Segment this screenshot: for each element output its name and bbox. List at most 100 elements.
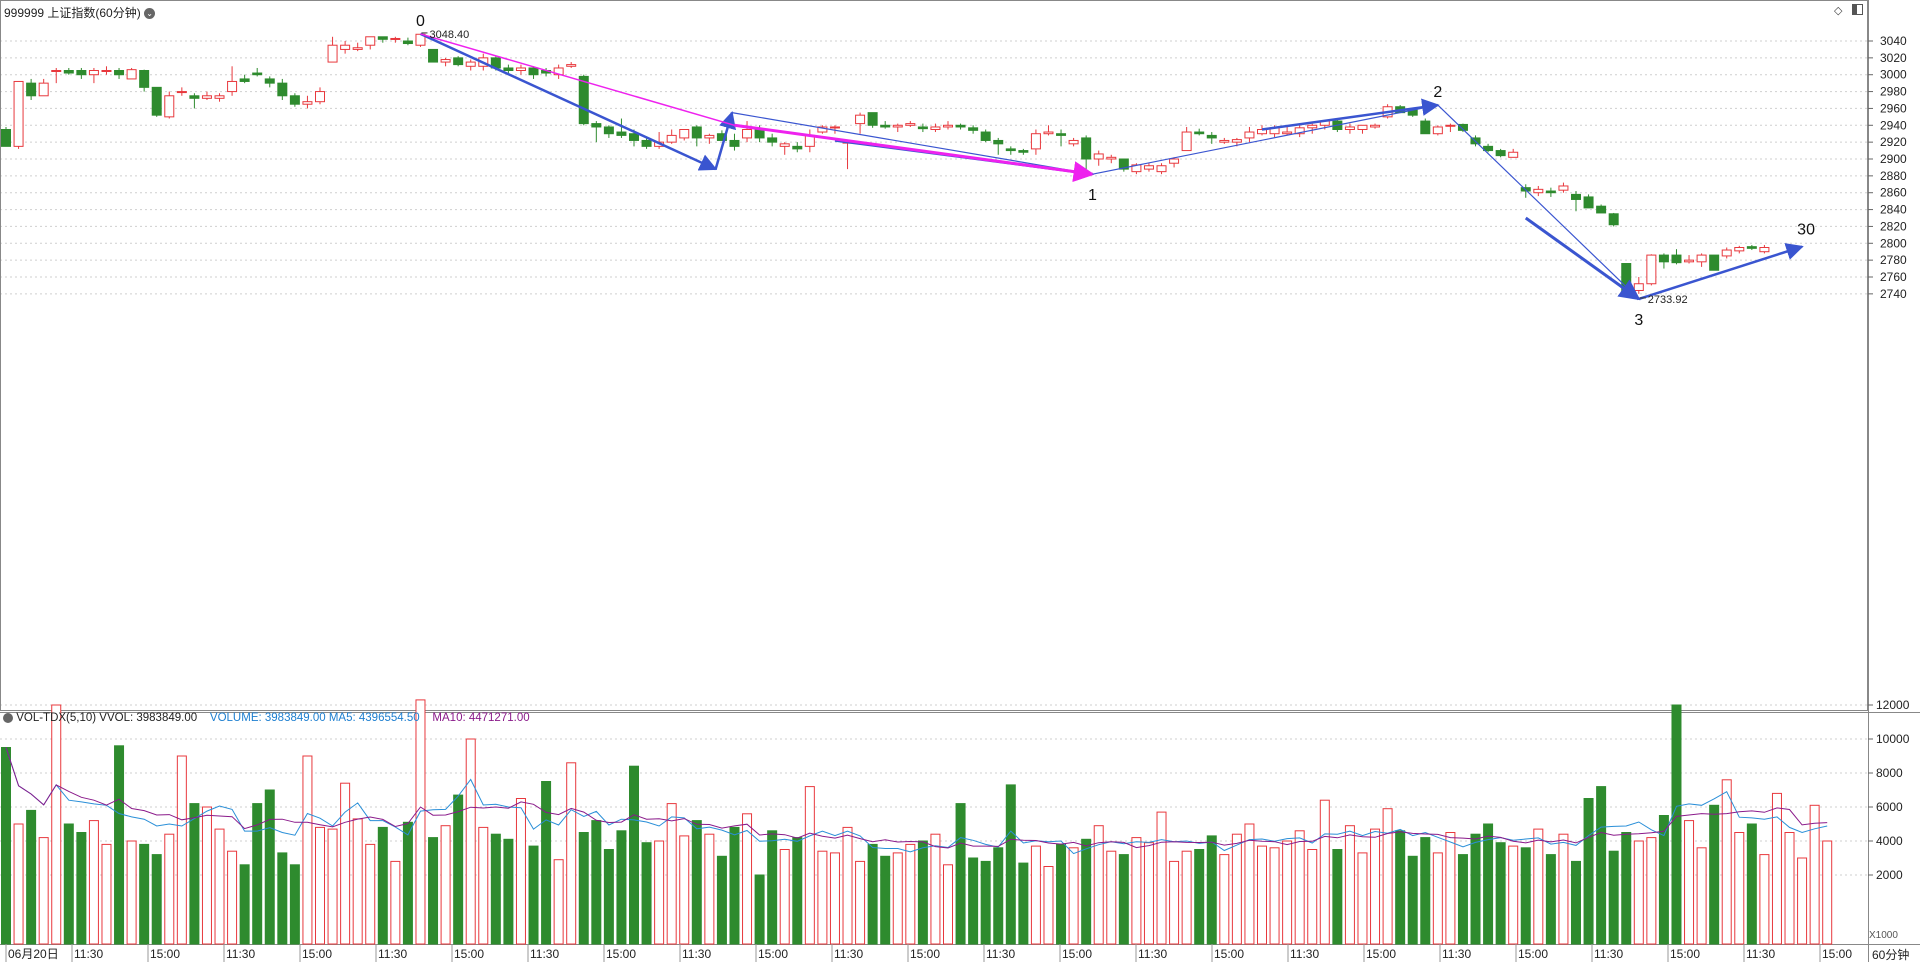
candle[interactable] <box>515 64 526 75</box>
period-button[interactable]: 60分钟 <box>1872 948 1910 962</box>
candle[interactable] <box>164 91 175 119</box>
candle[interactable] <box>1596 204 1607 214</box>
candle[interactable] <box>1219 137 1230 144</box>
candle[interactable] <box>955 123 966 130</box>
candle[interactable] <box>239 74 250 84</box>
candle[interactable] <box>1081 135 1092 176</box>
candle[interactable] <box>716 130 727 141</box>
candle[interactable] <box>666 129 677 144</box>
volume-toggle-icon[interactable] <box>3 712 13 723</box>
candle[interactable] <box>76 67 87 79</box>
candle[interactable] <box>88 67 99 84</box>
candle[interactable] <box>1244 126 1255 143</box>
candle[interactable] <box>26 78 37 101</box>
candle[interactable] <box>1093 150 1104 166</box>
candle[interactable] <box>1633 277 1644 294</box>
candle[interactable] <box>465 59 476 71</box>
candle[interactable] <box>1043 125 1054 136</box>
candle[interactable] <box>1068 137 1079 147</box>
candle[interactable] <box>1005 146 1016 155</box>
candle[interactable] <box>1257 125 1267 136</box>
candle[interactable] <box>189 93 200 109</box>
candle[interactable] <box>377 36 388 43</box>
candle[interactable] <box>1646 254 1657 286</box>
candle[interactable] <box>315 87 325 105</box>
candle[interactable] <box>402 37 413 46</box>
candle[interactable] <box>453 56 464 67</box>
candle[interactable] <box>729 133 740 151</box>
candle[interactable] <box>1370 123 1381 129</box>
candle[interactable] <box>980 129 991 143</box>
candle[interactable] <box>1206 132 1217 144</box>
candle[interactable] <box>340 41 351 54</box>
candle[interactable] <box>742 121 753 143</box>
candle[interactable] <box>867 112 878 128</box>
candle[interactable] <box>1457 123 1468 133</box>
candle[interactable] <box>264 76 275 88</box>
candle[interactable] <box>227 66 238 96</box>
candle[interactable] <box>1445 123 1456 133</box>
candle[interactable] <box>905 121 916 127</box>
candle[interactable] <box>880 121 891 129</box>
candle[interactable] <box>1194 128 1205 136</box>
candle[interactable] <box>1432 125 1443 136</box>
candle[interactable] <box>1307 123 1318 134</box>
candle[interactable] <box>390 36 401 43</box>
candle[interactable] <box>1143 163 1154 172</box>
candle[interactable] <box>13 80 24 149</box>
candle[interactable] <box>553 64 564 79</box>
candle[interactable] <box>302 95 313 109</box>
candle[interactable] <box>101 66 112 75</box>
candle[interactable] <box>1671 249 1682 265</box>
candle[interactable] <box>779 142 790 155</box>
candle[interactable] <box>1420 118 1431 135</box>
panel-toggle-icon[interactable] <box>1852 4 1863 15</box>
candle[interactable] <box>968 125 979 134</box>
volume-indicator-name[interactable]: VOL-TDX(5,10) <box>16 712 97 724</box>
candle[interactable] <box>917 123 928 133</box>
candle[interactable] <box>767 133 778 147</box>
candle[interactable] <box>63 67 74 75</box>
candle[interactable] <box>1571 191 1581 212</box>
candle[interactable] <box>201 91 212 101</box>
candle[interactable] <box>1734 245 1745 254</box>
candle[interactable] <box>817 125 828 134</box>
candle[interactable] <box>51 67 62 84</box>
candle[interactable] <box>1 126 11 147</box>
candle[interactable] <box>842 140 853 170</box>
candle[interactable] <box>1508 148 1519 158</box>
candle[interactable] <box>1030 129 1041 155</box>
candle[interactable] <box>943 121 953 130</box>
candle[interactable] <box>1056 129 1067 147</box>
candle[interactable] <box>114 67 125 79</box>
candle[interactable] <box>1545 187 1556 197</box>
candle[interactable] <box>1658 253 1669 269</box>
candle[interactable] <box>1746 244 1757 251</box>
candle[interactable] <box>1231 137 1242 147</box>
candle[interactable] <box>327 36 338 63</box>
candle[interactable] <box>691 125 702 147</box>
candle[interactable] <box>1608 212 1619 227</box>
candle[interactable] <box>641 137 652 149</box>
candlesticks[interactable] <box>1 33 1770 296</box>
candle[interactable] <box>1759 244 1770 254</box>
candle[interactable] <box>1533 185 1544 197</box>
candle[interactable] <box>993 137 1004 155</box>
candle[interactable] <box>352 42 363 52</box>
candle[interactable] <box>139 69 150 92</box>
candle[interactable] <box>1696 253 1707 267</box>
candle[interactable] <box>792 142 803 153</box>
candle[interactable] <box>1344 123 1355 134</box>
candle[interactable] <box>566 62 577 68</box>
candle[interactable] <box>289 93 300 107</box>
candle[interactable] <box>214 93 225 102</box>
candle[interactable] <box>1721 247 1732 259</box>
candle[interactable] <box>591 121 602 143</box>
candle[interactable] <box>151 86 162 117</box>
candle[interactable] <box>892 123 903 133</box>
candle[interactable] <box>1583 194 1594 209</box>
candle[interactable] <box>365 36 376 50</box>
candle[interactable] <box>126 67 137 80</box>
candle[interactable] <box>804 129 815 153</box>
candle[interactable] <box>38 78 49 97</box>
